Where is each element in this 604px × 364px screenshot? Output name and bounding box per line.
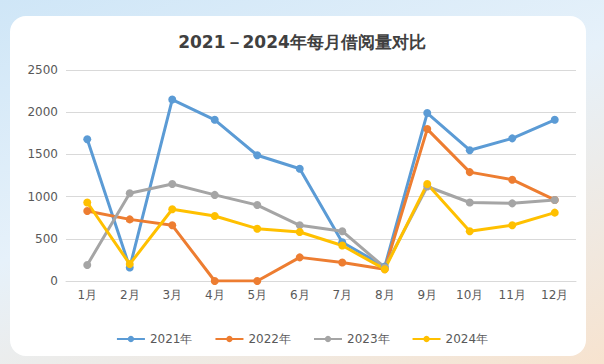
svg-text:1500: 1500 — [27, 147, 58, 161]
svg-text:11月: 11月 — [499, 288, 526, 302]
svg-text:10月: 10月 — [456, 288, 483, 302]
svg-text:3月: 3月 — [162, 288, 182, 302]
svg-text:6月: 6月 — [290, 288, 310, 302]
svg-text:5月: 5月 — [247, 288, 267, 302]
svg-text:0: 0 — [50, 274, 58, 288]
svg-text:2023年: 2023年 — [347, 332, 390, 346]
svg-text:1000: 1000 — [27, 190, 58, 204]
svg-text:7月: 7月 — [332, 288, 352, 302]
svg-text:2021－2024年每月借阅量对比: 2021－2024年每月借阅量对比 — [178, 32, 426, 52]
svg-text:2500: 2500 — [27, 63, 58, 77]
svg-text:8月: 8月 — [375, 288, 395, 302]
svg-text:2021年: 2021年 — [150, 332, 193, 346]
svg-text:9月: 9月 — [417, 288, 437, 302]
svg-text:2000: 2000 — [27, 105, 58, 119]
svg-text:2022年: 2022年 — [248, 332, 291, 346]
svg-text:12月: 12月 — [541, 288, 568, 302]
svg-text:500: 500 — [35, 232, 58, 246]
svg-text:4月: 4月 — [205, 288, 225, 302]
svg-text:1月: 1月 — [77, 288, 97, 302]
svg-text:2024年: 2024年 — [446, 332, 489, 346]
svg-text:2月: 2月 — [120, 288, 140, 302]
